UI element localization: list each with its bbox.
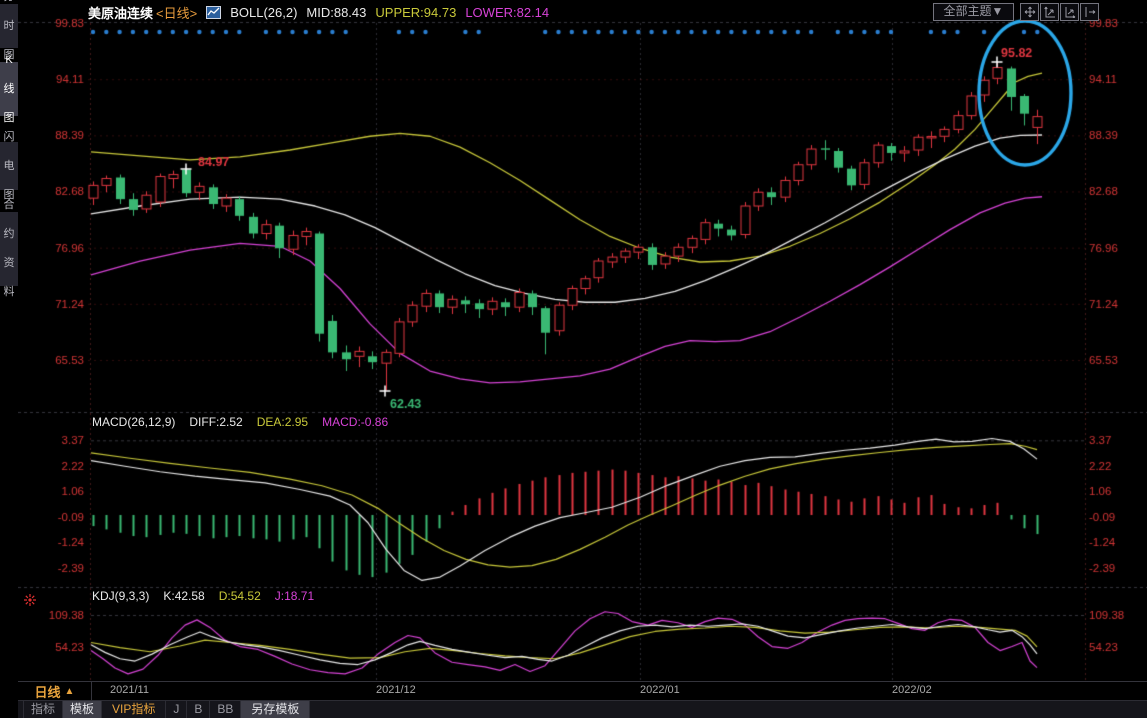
bottom-tab-另存模板[interactable]: 另存模板 — [241, 701, 311, 718]
macd-title: MACD(26,12,9) — [92, 415, 176, 429]
boll-upper-value: UPPER:94.73 — [375, 4, 457, 20]
kdj-d-value: D:54.52 — [218, 589, 261, 603]
symbol-name: 美原油连续 — [88, 5, 154, 21]
period-label: 日线 — [34, 684, 61, 700]
kdj-pane-header: KDJ(9,3,3) K:42.58 D:54.52 J:18.71 — [92, 589, 314, 603]
bottom-tab-B[interactable]: B — [187, 701, 211, 718]
bottom-tab-BB[interactable]: BB — [210, 701, 242, 718]
chart-mode-sidebar: 分时图K线图闪电图合约资料 — [0, 0, 18, 718]
macd-dea-value: DEA:2.95 — [256, 415, 309, 429]
all-themes-dropdown-button[interactable]: 全部主题▼ — [933, 3, 1014, 21]
bottom-tab-模板[interactable]: 模板 — [63, 701, 103, 718]
chart-header: 美原油连续 <日线> BOLL(26,2) MID:88.43 UPPER:94.… — [88, 3, 549, 21]
scale-x-axis-icon[interactable] — [1060, 3, 1079, 21]
boll-mid-value: MID:88.43 — [306, 4, 367, 20]
bottom-tab-VIP指标[interactable]: VIP指标 — [102, 701, 167, 718]
bottom-tab-指标[interactable]: 指标 — [23, 701, 64, 718]
period-selector-button[interactable]: 日线 ▲ — [18, 682, 92, 700]
shift-right-icon[interactable] — [1080, 3, 1099, 21]
kdj-k-value: K:42.58 — [163, 589, 205, 603]
boll-label: BOLL(26,2) — [230, 4, 298, 20]
indicator-tab-bar: 指标 模板 VIP指标 J B BB 另存模板 — [18, 700, 1147, 718]
x-axis-label: 2021/12 — [376, 684, 416, 696]
macd-diff-value: DIFF:2.52 — [189, 415, 243, 429]
scale-y-axis-icon[interactable] — [1040, 3, 1059, 21]
kdj-title: KDJ(9,3,3) — [92, 589, 150, 603]
x-axis-label: 2022/01 — [640, 684, 680, 696]
time-axis-row: 日线 ▲ 2021/11 2021/12 2022/01 2022/02 — [18, 681, 1147, 701]
sidebar-tab-分时图[interactable]: 分时图 — [0, 0, 18, 61]
macd-pane-header: MACD(26,12,9) DIFF:2.52 DEA:2.95 MACD:-0… — [92, 415, 388, 429]
x-axis-label: 2022/02 — [892, 684, 932, 696]
kdj-j-value: J:18.71 — [274, 589, 315, 603]
kline-chart-icon — [206, 5, 222, 19]
sidebar-tab-闪电图[interactable]: 闪电图 — [0, 131, 18, 201]
macd-macd-value: MACD:-0.86 — [322, 415, 389, 429]
boll-lower-value: LOWER:82.14 — [465, 4, 550, 20]
triangle-up-icon: ▲ — [64, 685, 75, 697]
pan-move-icon[interactable] — [1020, 3, 1039, 21]
x-axis-label: 2021/11 — [110, 684, 149, 696]
bottom-tab-J[interactable]: J — [166, 701, 188, 718]
period-tag: <日线> — [156, 5, 198, 21]
indicator-alert-icon[interactable] — [23, 593, 37, 607]
sidebar-tab-合约资料[interactable]: 合约资料 — [0, 199, 18, 298]
